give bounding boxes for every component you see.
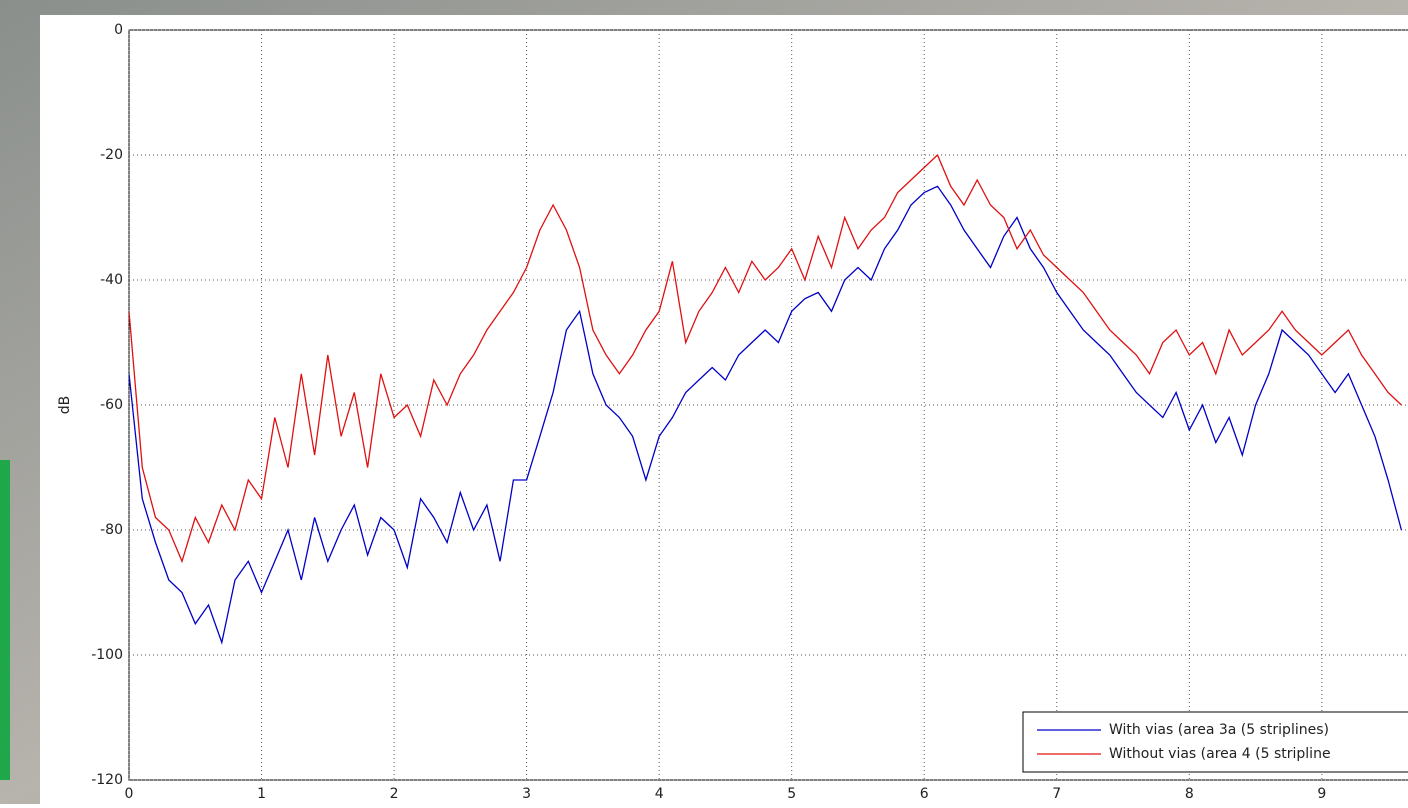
y-tick-label: -100 (91, 647, 123, 663)
legend-box (1023, 712, 1408, 772)
y-tick-label: -20 (100, 147, 123, 163)
x-tick-label: 6 (920, 786, 929, 802)
legend-label: Without vias (area 4 (5 stripline (1109, 746, 1331, 762)
x-tick-label: 7 (1052, 786, 1061, 802)
x-tick-label: 0 (125, 786, 134, 802)
y-tick-label: -60 (100, 397, 123, 413)
x-tick-label: 5 (787, 786, 796, 802)
x-tick-label: 2 (390, 786, 399, 802)
side-bar (0, 460, 10, 780)
legend-label: With vias (area 3a (5 striplines) (1109, 722, 1329, 738)
y-tick-label: -40 (100, 272, 123, 288)
y-tick-label: 0 (114, 22, 123, 38)
x-tick-label: 4 (655, 786, 664, 802)
y-tick-label: -120 (91, 772, 123, 788)
x-tick-label: 3 (522, 786, 531, 802)
page: dB 0-20-40-60-80-100-1200123456789With v… (0, 0, 1408, 804)
x-tick-label: 8 (1185, 786, 1194, 802)
x-tick-label: 1 (257, 786, 266, 802)
y-axis-label: dB (57, 396, 73, 415)
chart: dB 0-20-40-60-80-100-1200123456789With v… (0, 0, 1408, 804)
x-tick-label: 9 (1317, 786, 1326, 802)
y-tick-label: -80 (100, 522, 123, 538)
